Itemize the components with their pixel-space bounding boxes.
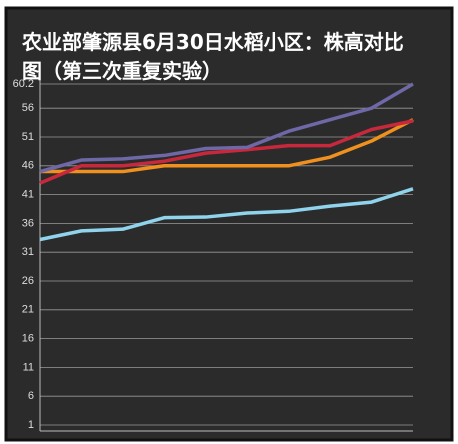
y-tick-label: 6 (28, 390, 34, 402)
y-tick-label: 16 (22, 333, 34, 345)
panel (4, 6, 454, 442)
y-tick-label: 41 (22, 189, 34, 201)
y-tick-label: 11 (23, 361, 34, 373)
y-tick-label: 46 (22, 160, 34, 172)
chart-title: 农业部肇源县6月30日水稻小区：株高对比图（第三次重复实验） (22, 30, 404, 83)
series-line (39, 187, 414, 242)
y-tick-label: 31 (22, 246, 34, 258)
series-line (39, 119, 414, 185)
y-tick-label: 1 (28, 419, 34, 431)
y-tick-label: 21 (22, 304, 34, 316)
y-tick-label: 56 (22, 102, 34, 114)
y-tick-label: 51 (22, 131, 34, 143)
y-tick-label: 26 (22, 275, 34, 287)
y-tick-label: 36 (22, 217, 34, 229)
series-line (40, 118, 414, 174)
series-line (39, 82, 414, 174)
y-tick-label: 60.2 (13, 78, 34, 90)
